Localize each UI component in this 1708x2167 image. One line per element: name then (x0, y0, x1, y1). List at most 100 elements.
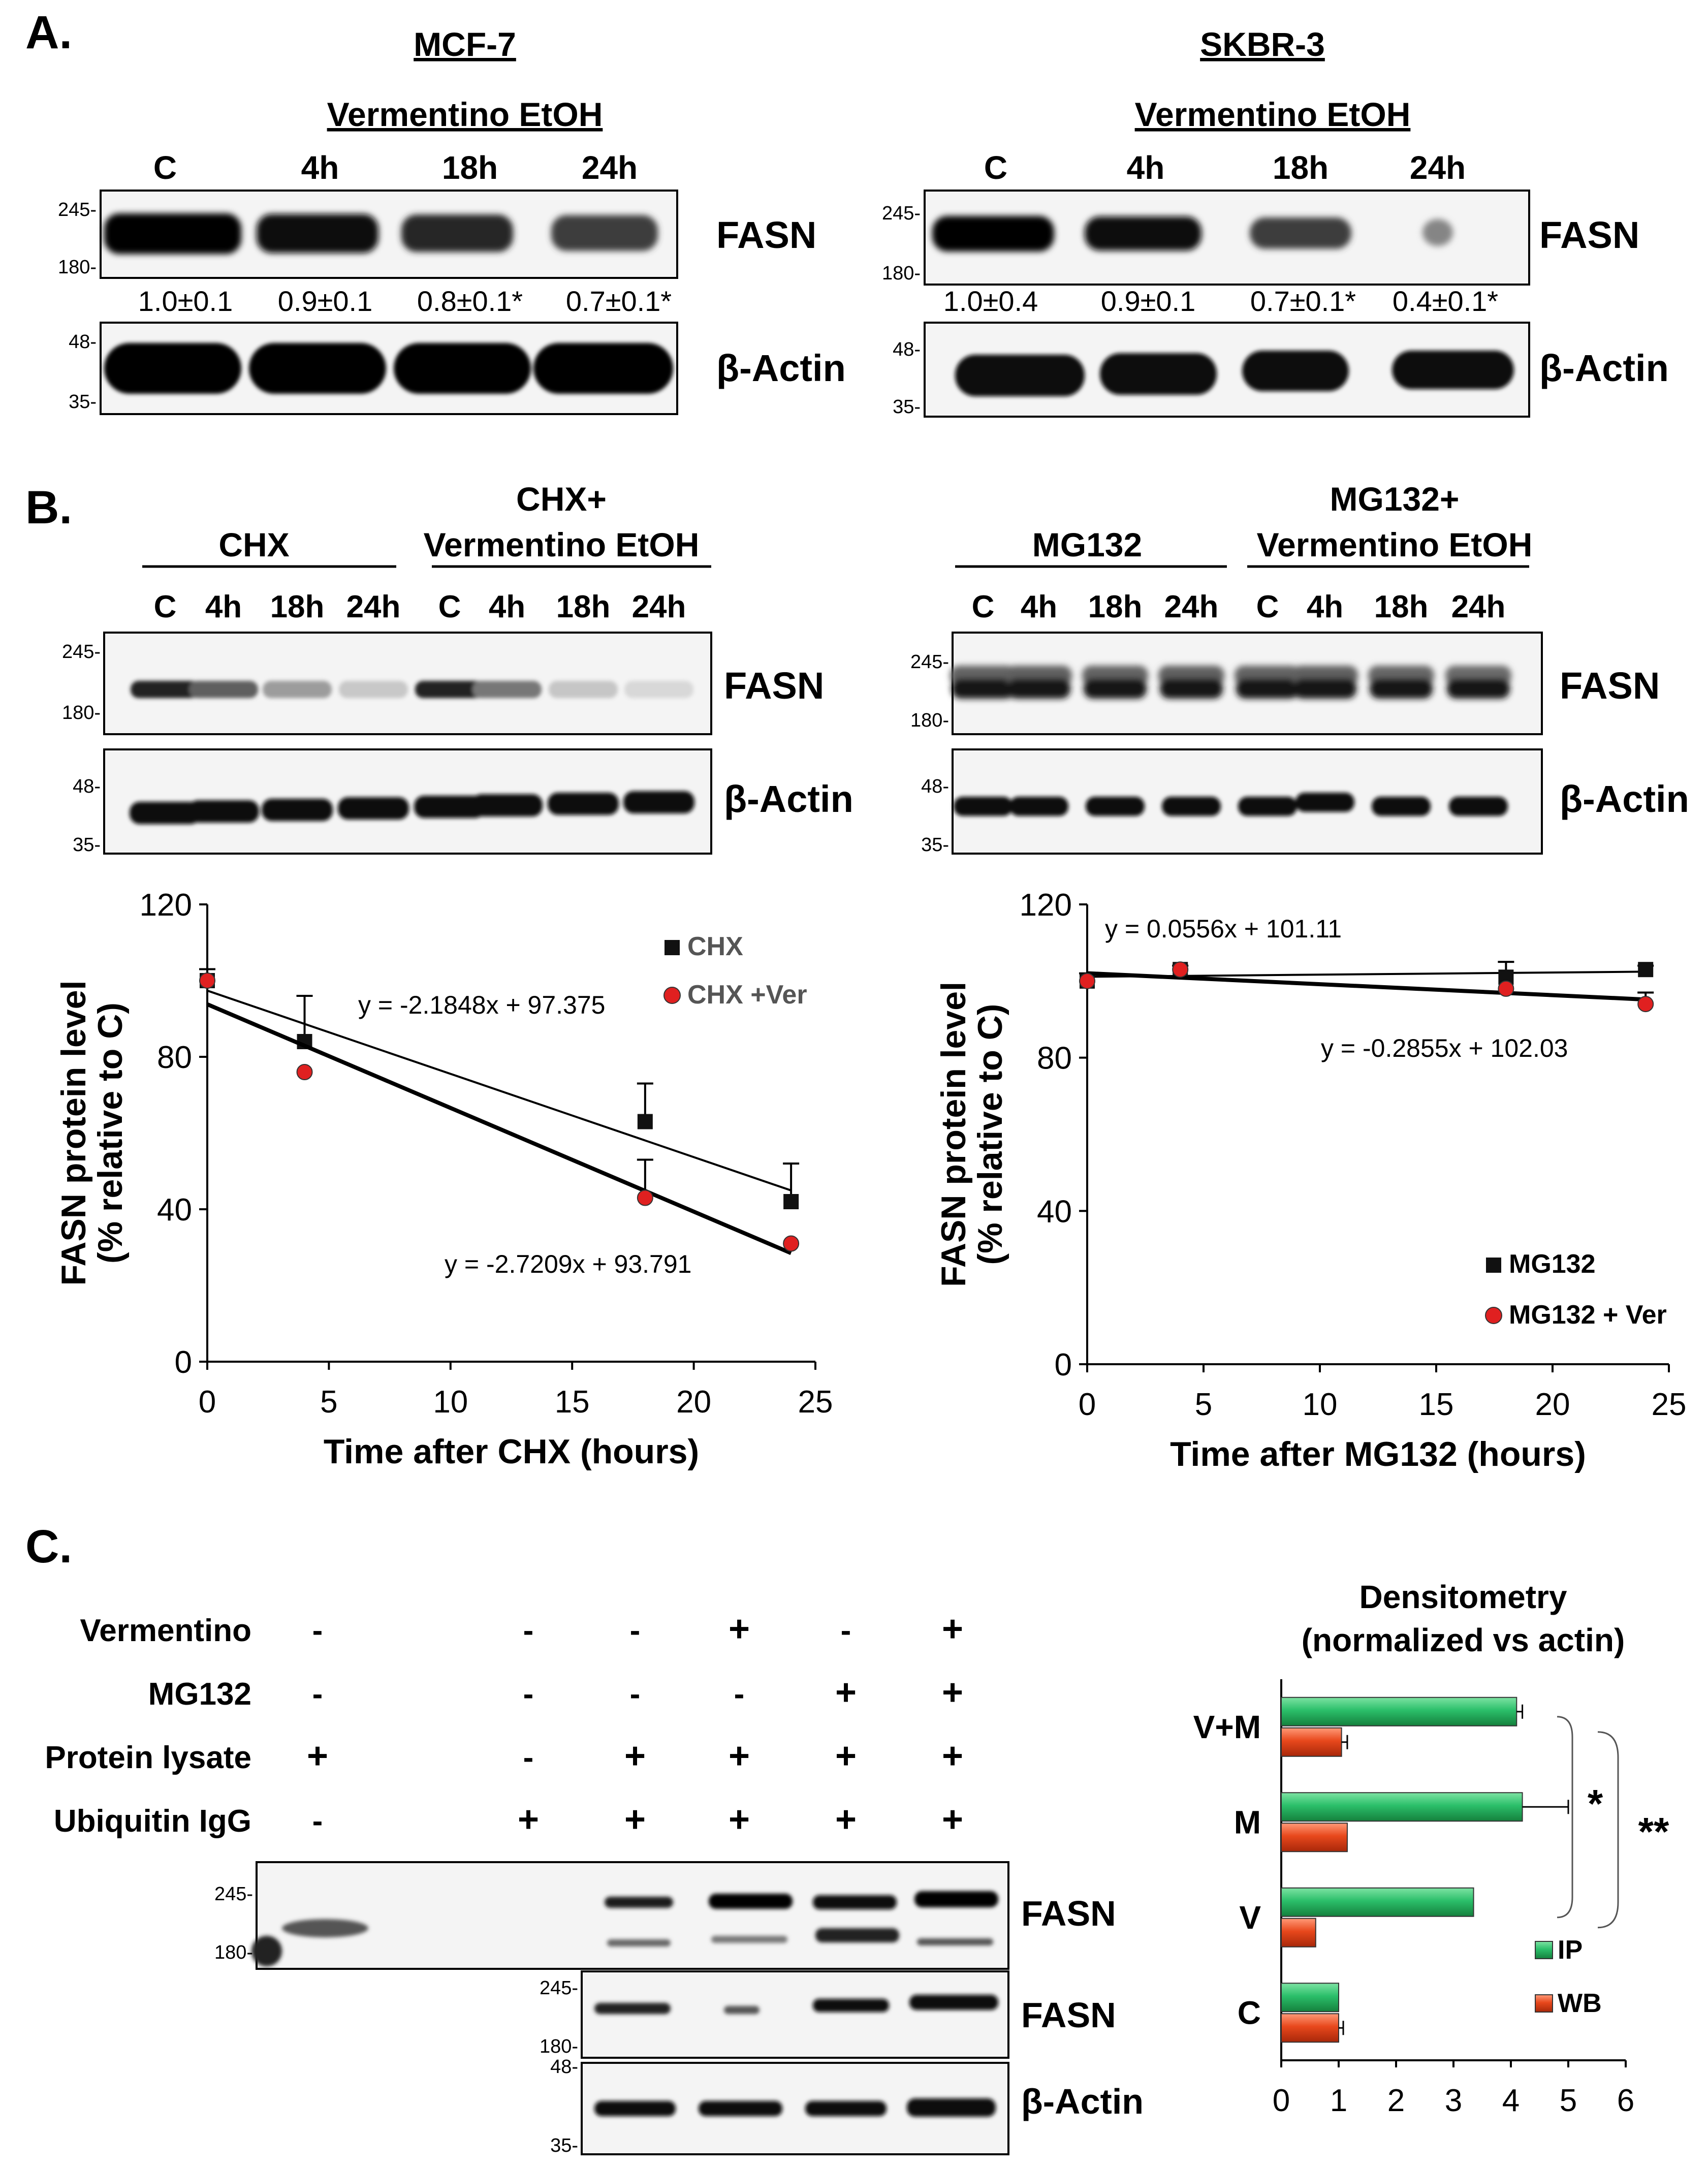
y-tick-label: 120 (1020, 888, 1072, 923)
lane-label: C (154, 589, 177, 624)
category-label: M (1234, 1804, 1261, 1840)
mcf7-treatment: Vermentino EtOH (327, 96, 603, 133)
fasn-band (401, 214, 513, 252)
mw-marker: 48- (73, 776, 101, 797)
fasn-band (605, 1897, 673, 1908)
y-axis-label: FASN protein level(% relative to C) (934, 982, 1009, 1287)
condition-sign: - (841, 1613, 851, 1648)
bar-ip (1281, 1792, 1523, 1822)
condition-sign: + (835, 1672, 857, 1713)
trendline-chx-ver (206, 1002, 792, 1255)
data-point (637, 1189, 653, 1206)
mw-marker: 35- (69, 391, 97, 413)
fasn-band (1447, 678, 1510, 699)
legend-swatch (1535, 1994, 1553, 2013)
actin-label: β-Actin (1539, 347, 1669, 389)
condition-label: Ubiquitin IgG (54, 1804, 251, 1839)
mw-marker: 245- (62, 641, 101, 663)
actin-label: β-Actin (716, 347, 846, 389)
lane-label: 18h (1374, 589, 1429, 624)
skbr3-actin-bands (955, 351, 1514, 396)
mcf7-title: MCF-7 (414, 25, 516, 63)
skbr3-treatment: Vermentino EtOH (1135, 96, 1411, 133)
fasn-band (813, 1895, 897, 1909)
y-axis-label-line: (% relative to C) (971, 1004, 1009, 1265)
skbr3-quant-values: 1.0±0.4 0.9±0.1 0.7±0.1* 0.4±0.1* (943, 285, 1498, 317)
chx-lane-labels: C 4h 18h 24h C 4h 18h 24h (154, 589, 686, 624)
actin-band (1162, 797, 1221, 816)
mg132-group2-line1: MG132+ (1330, 480, 1460, 518)
condition-sign: - (734, 1677, 745, 1712)
x-tick-label: 0 (1079, 1387, 1096, 1422)
fasn-label: FASN (1560, 665, 1660, 707)
ip-fasn-bands (251, 1891, 998, 1966)
actin-band (338, 797, 409, 820)
data-point (637, 1114, 653, 1129)
bar-ip (1281, 1697, 1517, 1726)
mw-marker: 48- (69, 331, 97, 353)
condition-sign: + (307, 1736, 328, 1776)
y-tick-label: 80 (1037, 1041, 1072, 1076)
y-axis-label-line: (% relative to C) (91, 1002, 130, 1264)
fasn-band (1160, 678, 1223, 699)
data-point (783, 1194, 799, 1209)
x-axis-label: Time after CHX (hours) (324, 1432, 699, 1471)
fasn-band (1084, 678, 1147, 699)
mw-marker: 48- (893, 339, 921, 360)
fasn-band (909, 1995, 998, 2010)
equation-label: y = -0.2855x + 102.03 (1321, 1034, 1568, 1062)
mw-marker: 245- (540, 1977, 578, 1999)
skbr3-fasn-bands (932, 216, 1453, 252)
fasn-band (813, 1999, 889, 2012)
significance-bracket (1557, 1716, 1573, 1919)
fasn-band (472, 681, 542, 698)
lane-label: 24h (1451, 589, 1506, 624)
category-label: C (1238, 1994, 1261, 2031)
fasn-band (1293, 678, 1356, 699)
fasn-band (1370, 678, 1433, 699)
y-tick-label: 40 (157, 1192, 192, 1228)
condition-table: Vermentino - - - + - + MG132 - - - - + + Protein lysat… (45, 1609, 963, 1840)
actin-band (533, 343, 673, 394)
lane-label: 18h (270, 589, 325, 624)
skbr3-lane-labels: C 4h 18h 24h (984, 149, 1466, 186)
lane-label: 4h (301, 149, 339, 186)
wb-fasn-blot (581, 1970, 1009, 2059)
fasn-band (549, 681, 618, 698)
data-point (296, 1064, 313, 1080)
chx-fasn-bands (131, 681, 693, 698)
chx-group1-label: CHX (218, 526, 289, 563)
y-tick-label: 80 (157, 1040, 192, 1075)
trendline-chx (207, 989, 792, 1191)
mg132-fasn-bands (950, 666, 1511, 699)
fasn-band (917, 1938, 993, 1945)
ip-actin-label: β-Actin (1021, 2082, 1144, 2121)
mw-marker: 180- (214, 1942, 253, 1963)
actin-band (249, 343, 386, 394)
mw-marker: 180- (910, 710, 949, 731)
lane-label: 18h (1273, 149, 1329, 186)
legend-swatch (665, 940, 680, 955)
x-tick-label: 15 (1419, 1387, 1454, 1422)
lane-label: 4h (1021, 589, 1057, 624)
lane-label: 24h (1164, 589, 1219, 624)
lane-label: 24h (346, 589, 401, 624)
lane-label: C (984, 149, 1007, 186)
condition-sign: - (523, 1740, 534, 1775)
actin-band (104, 343, 241, 394)
data-point (1172, 961, 1189, 978)
actin-band (188, 800, 259, 823)
fasn-band (1236, 678, 1299, 699)
panel-c-label: C. (25, 1521, 72, 1573)
mw-marker: 48- (921, 776, 949, 797)
y-axis-label-line: FASN protein level (934, 982, 973, 1287)
data-point (1079, 972, 1095, 989)
fasn-band (607, 1939, 671, 1946)
actin-band (805, 2101, 887, 2116)
lane-label: 18h (1088, 589, 1143, 624)
mcf7-lane-labels: C 4h 18h 24h (153, 149, 638, 186)
condition-label: Protein lysate (45, 1740, 251, 1775)
lane-label: 24h (582, 149, 638, 186)
fasn-band (624, 681, 693, 698)
